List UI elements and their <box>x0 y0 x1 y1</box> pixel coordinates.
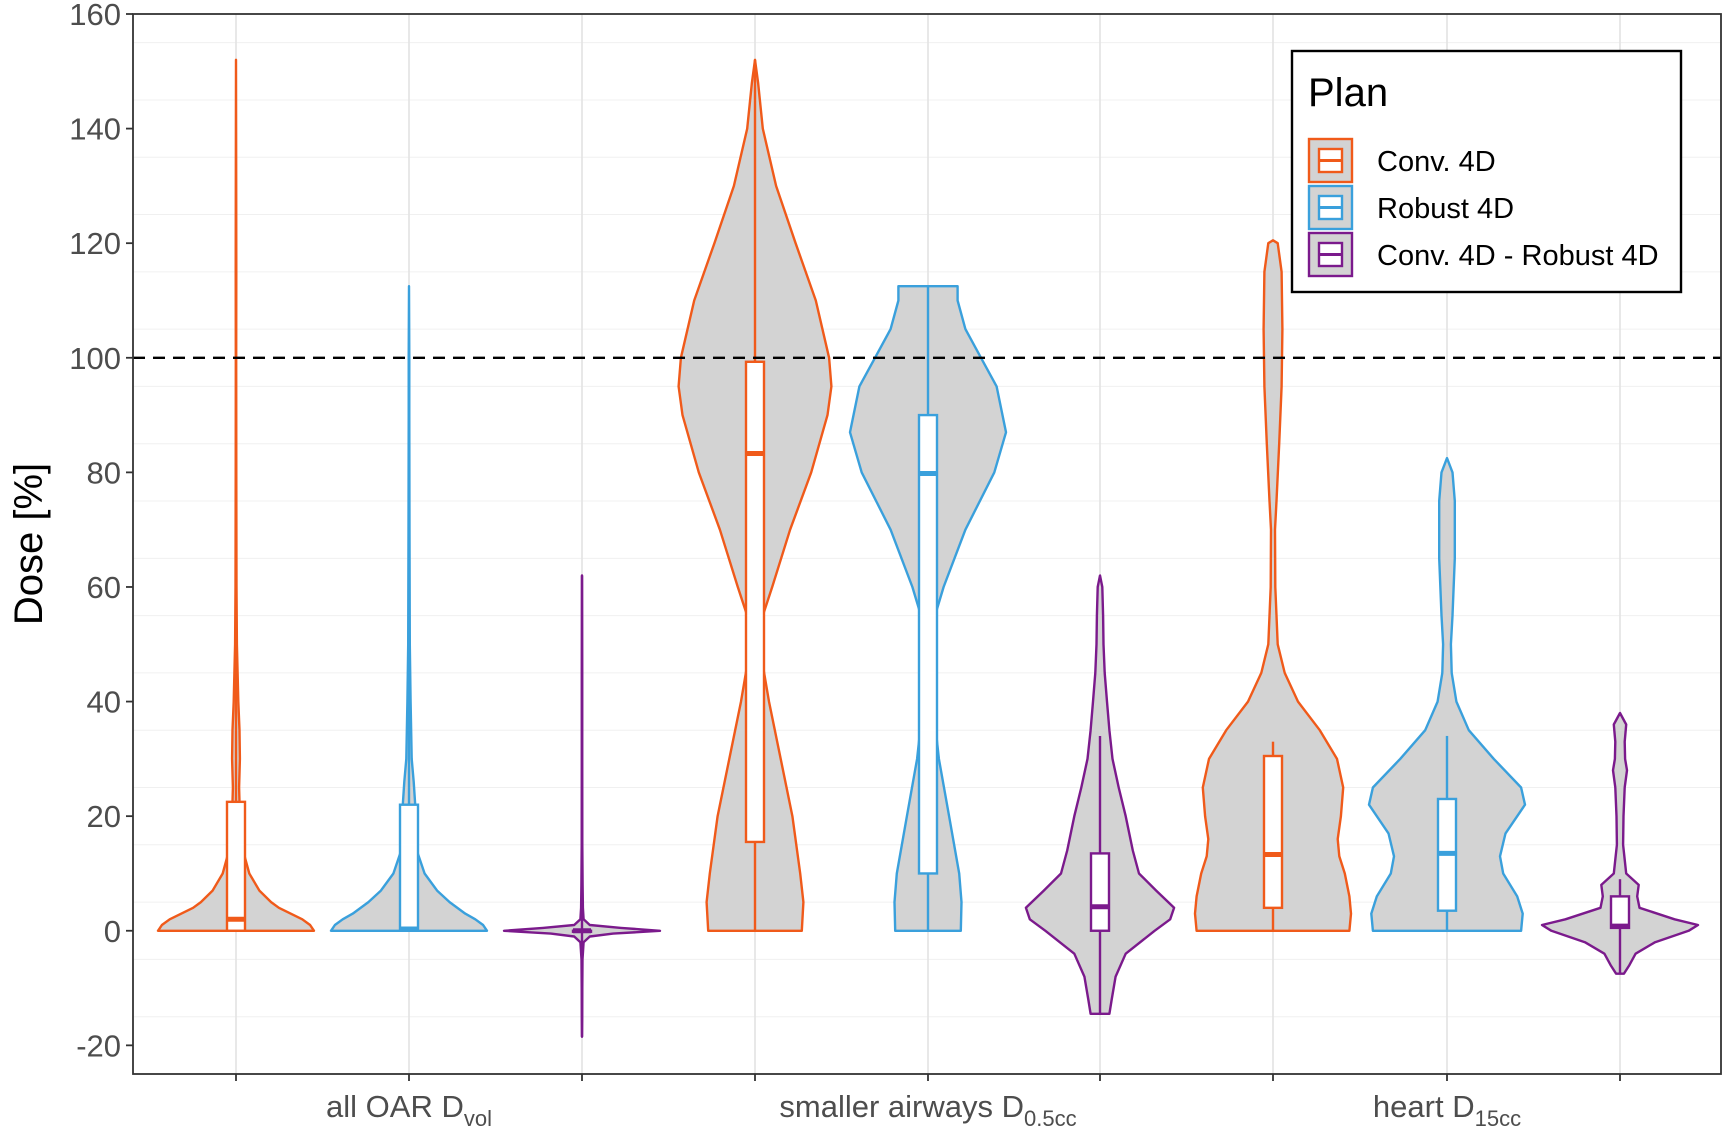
box <box>225 800 247 932</box>
y-tick-label: 0 <box>104 914 121 949</box>
y-tick-label: -20 <box>76 1028 121 1063</box>
legend-label: Conv. 4D <box>1377 146 1496 178</box>
y-axis-title: Dose [%] <box>7 463 51 625</box>
legend-label: Conv. 4D - Robust 4D <box>1377 240 1659 272</box>
legend-box <box>1290 49 1683 294</box>
y-tick-label: 80 <box>87 455 121 490</box>
y-tick-label: 100 <box>69 341 121 376</box>
legend: Plan Conv. 4D Robust 4D Conv. 4D - Robust 4… <box>1290 49 1683 294</box>
violin-0-0 <box>156 58 316 932</box>
axes: -20 0 20 40 60 80 100 120 140 160 all OAR Dvol smal… <box>7 0 1722 1126</box>
box <box>744 360 766 844</box>
box <box>1262 754 1284 910</box>
panel-border <box>132 13 1722 1075</box>
y-tick-label: 140 <box>69 112 121 147</box>
box <box>1609 895 1631 930</box>
x-category-label: smaller airways D0.5cc <box>779 1089 1076 1126</box>
violin-1-0 <box>329 285 489 932</box>
violins <box>133 58 1721 1038</box>
box <box>917 413 939 875</box>
y-tick-label: 160 <box>69 0 121 32</box>
violin-0-2 <box>1193 239 1353 932</box>
y-tick-label: 40 <box>87 685 121 720</box>
violin-2-2 <box>1540 711 1700 975</box>
legend-label: Robust 4D <box>1377 193 1514 225</box>
x-category-label: all OAR Dvol <box>326 1089 492 1126</box>
legend-title: Plan <box>1308 71 1388 115</box>
y-tick-label: 20 <box>87 799 121 834</box>
box <box>1089 852 1111 932</box>
x-category-label: heart D15cc <box>1373 1089 1521 1126</box>
y-tick-label: 120 <box>69 226 121 261</box>
y-tick-label: 60 <box>87 570 121 605</box>
violin-1-2 <box>1367 456 1527 932</box>
box <box>398 803 420 932</box>
